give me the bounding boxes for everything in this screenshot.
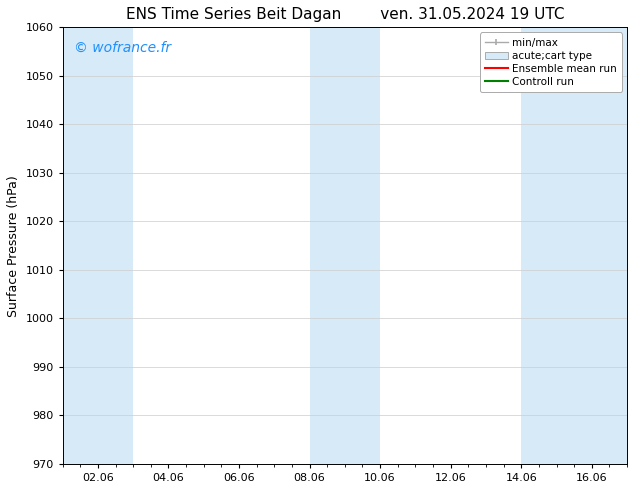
Text: © wofrance.fr: © wofrance.fr [74,40,171,54]
Bar [521,27,627,464]
Legend: min/max, acute;cart type, Ensemble mean run, Controll run: min/max, acute;cart type, Ensemble mean … [479,32,622,92]
Title: ENS Time Series Beit Dagan        ven. 31.05.2024 19 UTC: ENS Time Series Beit Dagan ven. 31.05.20… [126,7,564,22]
Y-axis label: Surface Pressure (hPa): Surface Pressure (hPa) [7,175,20,317]
Bar [309,27,380,464]
Bar [63,27,133,464]
